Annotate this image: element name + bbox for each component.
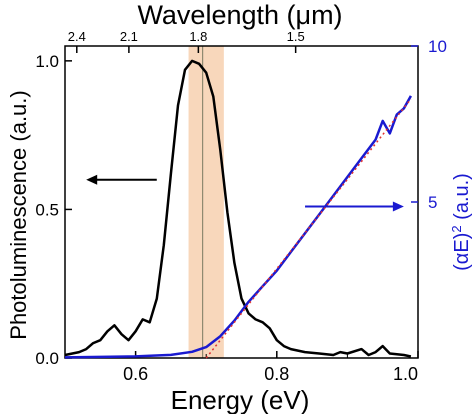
arrow-head-right (392, 201, 404, 212)
top-tick-label: 1.5 (287, 29, 305, 44)
top-tick-label: 2.4 (68, 29, 86, 44)
plot-area: 0.6 0.8 1.0 2.4 2.1 1.8 1.5 0.0 0.5 1.0 5 10 (35, 29, 447, 384)
highlight-band (188, 46, 224, 358)
series-line-1 (64, 95, 412, 359)
top-axis-title: Wavelength (μm) (137, 0, 342, 30)
series-line-2 (205, 98, 412, 359)
x-tick-label: 0.6 (123, 364, 148, 384)
y-left-tick-label: 0.0 (35, 349, 59, 368)
arrow-head-left (86, 174, 98, 185)
y-right-tick-label: 10 (428, 37, 447, 56)
y-right-axis-title: (αE)2 (a.u.) (449, 173, 474, 271)
series-line-0 (64, 59, 412, 358)
y-left-tick-label: 0.5 (35, 200, 59, 219)
x-tick-label: 0.8 (264, 364, 289, 384)
x-axis-title: Energy (eV) (171, 385, 310, 414)
top-tick-label: 2.1 (120, 29, 138, 44)
x-tick-label: 1.0 (393, 364, 418, 384)
y-left-tick-label: 1.0 (35, 52, 59, 71)
top-tick-label: 1.8 (189, 29, 207, 44)
y-left-axis-title: Photoluminescence (a.u.) (6, 90, 31, 339)
y-right-tick-label: 5 (428, 193, 437, 212)
